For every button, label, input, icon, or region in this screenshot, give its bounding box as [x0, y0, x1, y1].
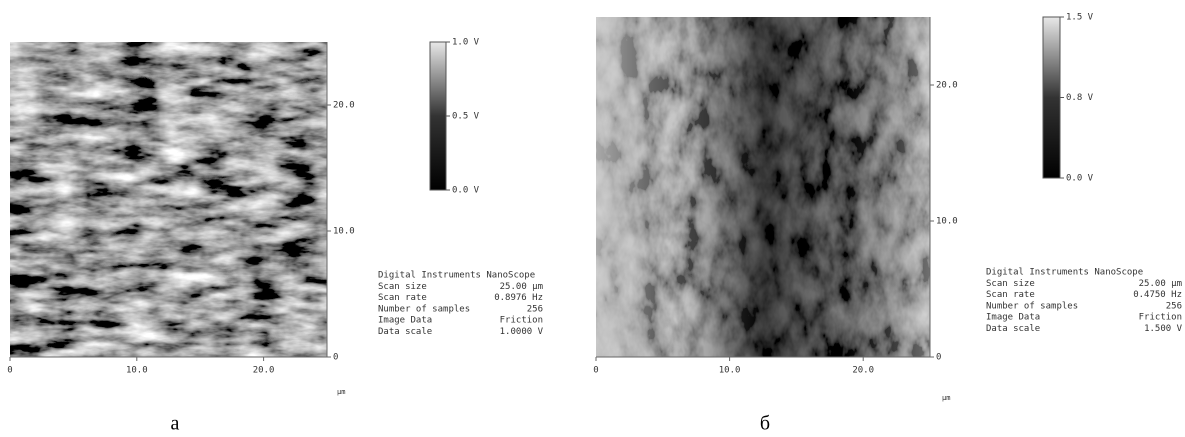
info-key: Scan rate [378, 293, 427, 303]
colorbar-label: 1.0 V [452, 38, 480, 48]
afm-panel: 0 10.0 20.0 0 10.0 20.0 µm 1.0 V 0.5 V 0.0 V Digit… [7, 38, 543, 435]
info-key: Number of samples [986, 301, 1078, 311]
figure: 0 10.0 20.0 0 10.0 20.0 µm 1.0 V 0.5 V 0.0 V Digit… [0, 0, 1185, 437]
info-value: 25.00 µm [500, 282, 543, 292]
y-tick-label: 10.0 [333, 227, 355, 237]
info-key: Scan rate [986, 290, 1035, 300]
colorbar [1043, 17, 1060, 178]
info-value: 256 [1166, 301, 1182, 311]
y-tick-label: 20.0 [936, 81, 958, 91]
x-tick-label: 10.0 [719, 366, 741, 376]
colorbar-label: 0.5 V [452, 112, 480, 122]
info-key: Data scale [986, 324, 1040, 334]
colorbar [430, 42, 446, 190]
unit-label: µm [942, 394, 950, 402]
info-key: Scan size [378, 282, 427, 292]
x-tick-label: 20.0 [253, 366, 275, 376]
info-key: Scan size [986, 279, 1035, 289]
x-tick-label: 0 [593, 366, 598, 376]
colorbar-label: 0.8 V [1066, 93, 1094, 103]
y-tick-label: 10.0 [936, 217, 958, 227]
panel-caption: б [760, 413, 770, 435]
info-value: 1.500 V [1144, 324, 1183, 334]
y-tick-label: 0 [936, 353, 941, 363]
x-tick-label: 10.0 [126, 366, 148, 376]
colorbar-label: 0.0 V [452, 186, 480, 196]
afm-panel: 0 10.0 20.0 0 10.0 20.0 µm 1.5 V 0.8 V 0.0 V Digit… [593, 13, 1182, 435]
info-key: Image Data [986, 313, 1040, 323]
info-value: 256 [527, 304, 543, 314]
info-key: Data scale [378, 327, 432, 337]
x-tick-label: 20.0 [852, 366, 874, 376]
info-header: Digital Instruments NanoScope [378, 271, 535, 281]
colorbar-label: 1.5 V [1066, 13, 1094, 23]
unit-label: µm [337, 388, 345, 396]
y-tick-label: 0 [333, 353, 338, 363]
info-value: Friction [1139, 313, 1182, 323]
info-value: 25.00 µm [1139, 279, 1182, 289]
afm-image [10, 42, 327, 357]
info-key: Image Data [378, 316, 432, 326]
panel-caption: а [171, 413, 180, 435]
info-key: Number of samples [378, 304, 470, 314]
afm-shading [596, 17, 930, 357]
x-tick-label: 0 [7, 366, 12, 376]
colorbar-label: 0.0 V [1066, 174, 1094, 184]
info-value: 1.0000 V [500, 327, 544, 337]
info-value: Friction [500, 316, 543, 326]
y-tick-label: 20.0 [333, 101, 355, 111]
info-value: 0.4750 Hz [1133, 290, 1182, 300]
info-value: 0.8976 Hz [494, 293, 543, 303]
info-header: Digital Instruments NanoScope [986, 268, 1143, 278]
